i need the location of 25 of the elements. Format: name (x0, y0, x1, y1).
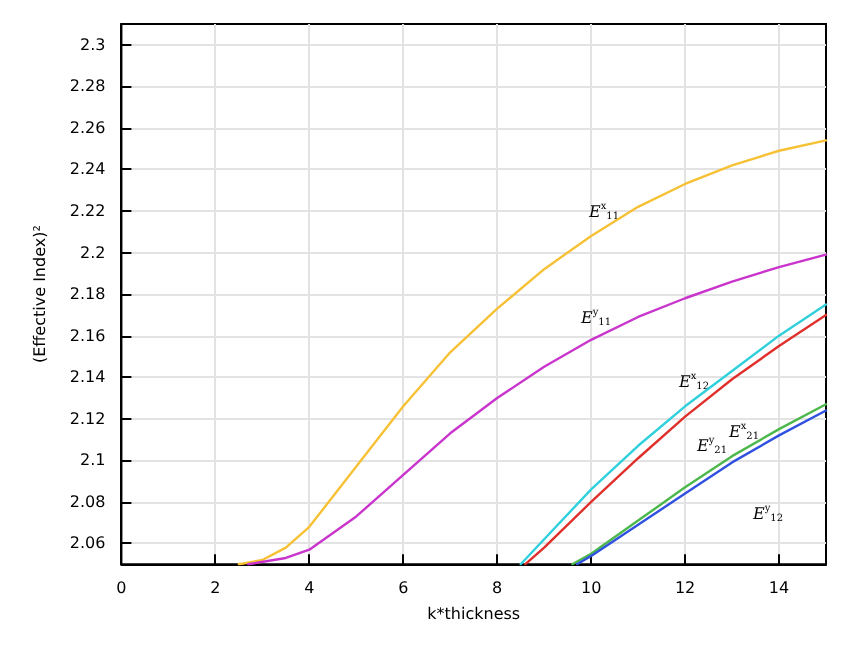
y-tick-label: 2.16 (69, 326, 106, 345)
x-tick-label: 2 (210, 579, 221, 598)
x-axis-title: k*thickness (427, 605, 521, 623)
y-tick-label: 2.28 (69, 77, 106, 96)
x-tick-label: 4 (304, 579, 315, 598)
x-tick-label: 14 (768, 579, 790, 598)
x-tick-label: 8 (492, 579, 503, 598)
y-tick-label: 2.14 (69, 368, 106, 387)
y-tick-label: 2.1 (79, 451, 106, 470)
y-tick-label: 2.08 (69, 492, 106, 511)
y-tick-label: 2.2 (79, 243, 106, 262)
line-series (237, 139, 828, 566)
x-tick-label: 10 (580, 579, 602, 598)
y-axis-title: (Effective Index)² (31, 225, 49, 364)
x-tick-label: 6 (398, 579, 409, 598)
y-tick-label: 2.24 (69, 160, 106, 179)
y-tick-label: 2.18 (69, 285, 106, 304)
x-tick-label: 0 (116, 579, 127, 598)
x-tick-label: 12 (674, 579, 696, 598)
y-tick-label: 2.26 (69, 118, 106, 137)
y-tick-label: 2.3 (79, 35, 106, 54)
y-tick-label: 2.12 (69, 409, 106, 428)
line-series (247, 253, 828, 566)
y-tick-label: 2.22 (69, 201, 106, 220)
y-tick-label: 2.06 (69, 534, 106, 553)
